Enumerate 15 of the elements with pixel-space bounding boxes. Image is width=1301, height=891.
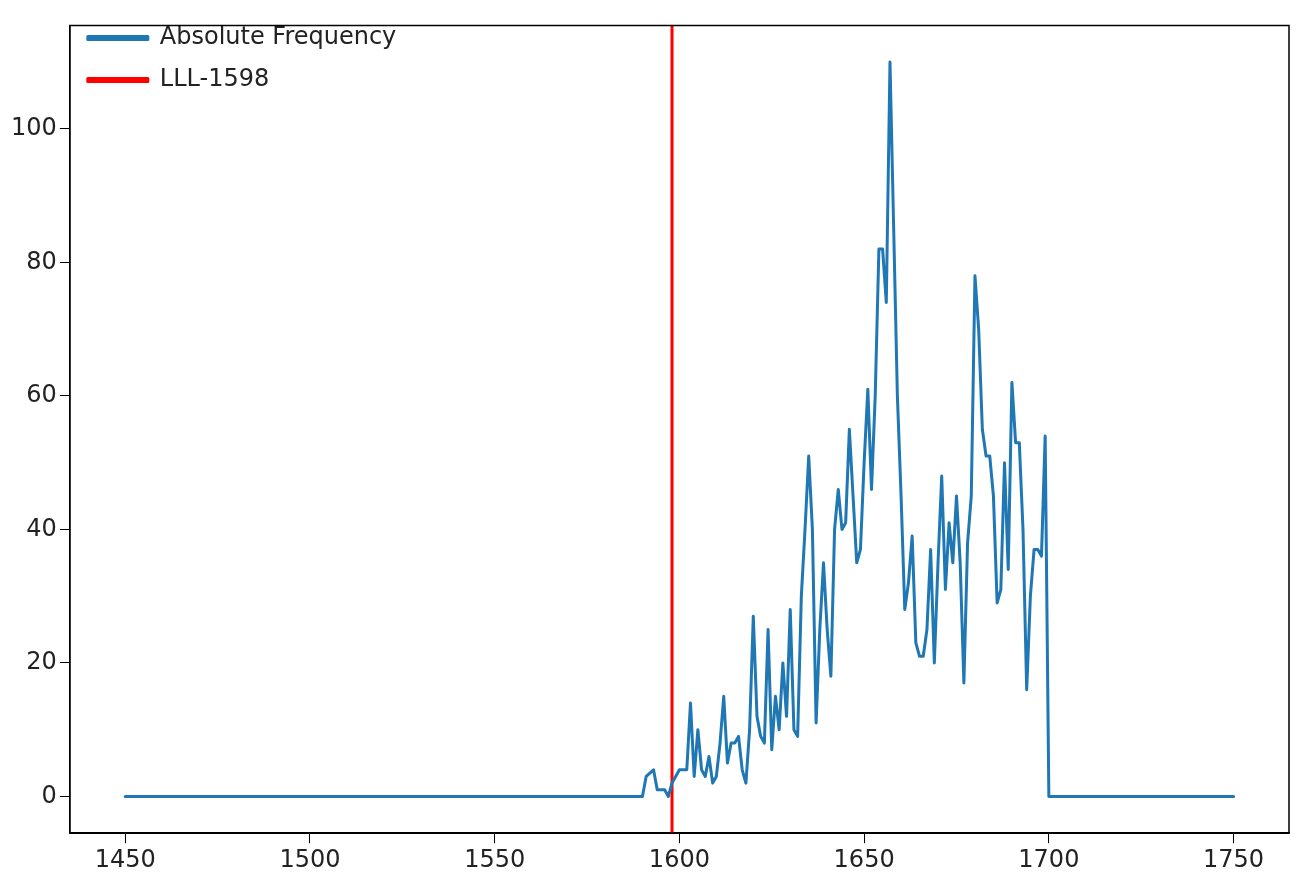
x-tick-label: 1500	[279, 844, 341, 873]
x-tick-label: 1700	[1018, 844, 1080, 873]
y-tick-label: 100	[11, 113, 57, 142]
y-tick-label: 40	[26, 513, 57, 542]
x-tick-label: 1550	[464, 844, 526, 873]
x-tick-label: 1750	[1203, 844, 1265, 873]
x-tick-label: 1650	[833, 844, 895, 873]
y-tick-label: 80	[26, 246, 57, 275]
legend-label: Absolute Frequency	[159, 22, 397, 51]
y-tick-label: 60	[26, 380, 57, 409]
y-tick-label: 20	[26, 647, 57, 676]
x-tick-label: 1600	[648, 844, 710, 873]
x-tick-label: 1450	[94, 844, 156, 873]
y-tick-label: 0	[41, 780, 57, 809]
legend-label: LLL-1598	[159, 64, 270, 93]
